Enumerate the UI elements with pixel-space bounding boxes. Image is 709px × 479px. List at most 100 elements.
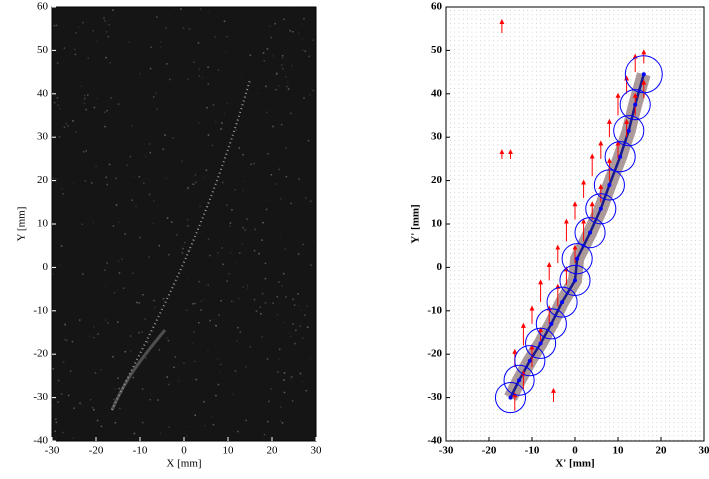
dot [493, 31, 494, 33]
dot [505, 27, 507, 29]
dot [544, 231, 546, 233]
dot [574, 57, 576, 59]
dot [544, 40, 546, 42]
dot [574, 370, 576, 372]
dot [518, 205, 520, 207]
dot [518, 352, 520, 354]
dot [557, 192, 559, 194]
dot [561, 348, 563, 350]
speck [286, 85, 288, 88]
dot [574, 435, 576, 437]
dot [613, 287, 615, 289]
dot [467, 305, 468, 306]
dot [617, 131, 619, 133]
dot [583, 361, 585, 363]
dot [505, 18, 507, 20]
dot [510, 213, 511, 215]
speck [138, 302, 141, 304]
dot [480, 135, 481, 137]
speck [249, 54, 252, 56]
dot [458, 174, 460, 176]
dot [570, 344, 572, 345]
dot [518, 135, 520, 137]
dot [617, 292, 619, 293]
dot [462, 170, 464, 172]
dot [450, 170, 451, 172]
dot [583, 417, 585, 419]
dot [561, 83, 563, 85]
dot [493, 83, 494, 85]
dot [561, 166, 563, 168]
dot [484, 244, 486, 246]
dot [609, 240, 610, 241]
dot [604, 148, 606, 150]
dot [527, 387, 529, 389]
dot [570, 135, 572, 137]
speck [284, 248, 286, 250]
dot [450, 274, 451, 276]
dot [493, 348, 494, 350]
speck [59, 108, 61, 110]
dot [462, 374, 464, 376]
dot [609, 274, 610, 276]
dot [493, 422, 494, 424]
dot [634, 144, 636, 146]
dot [527, 14, 529, 16]
dot [467, 331, 468, 332]
dot [458, 170, 460, 172]
dot [450, 218, 451, 220]
dot [613, 383, 615, 385]
dot [596, 383, 597, 385]
dot [630, 227, 632, 228]
dot [566, 62, 567, 63]
dot [531, 270, 533, 272]
dot [480, 344, 481, 345]
dot [566, 253, 567, 254]
dot [613, 148, 615, 150]
dot [501, 183, 503, 185]
dot [548, 396, 550, 398]
dot [501, 218, 503, 220]
dot [505, 157, 507, 159]
dot [450, 96, 451, 98]
dot [596, 31, 597, 33]
dot [540, 148, 542, 150]
dot [596, 27, 597, 29]
dot [493, 44, 494, 46]
dot [536, 70, 537, 72]
dot [634, 326, 636, 328]
dot [471, 179, 473, 181]
dot [600, 435, 602, 437]
dot [462, 378, 464, 380]
dot [591, 92, 593, 94]
dot [514, 296, 516, 298]
speck [104, 285, 106, 288]
speck [297, 252, 300, 255]
dot [591, 270, 593, 272]
dot [493, 344, 494, 345]
dot [561, 122, 563, 124]
dot [600, 49, 602, 50]
dot [497, 40, 499, 42]
dot [531, 109, 533, 111]
dot [544, 391, 546, 393]
dot [471, 18, 473, 20]
dot [617, 404, 619, 406]
speck [187, 187, 189, 189]
dot [523, 435, 524, 437]
dot [617, 287, 619, 289]
speck [304, 50, 307, 52]
dot [613, 426, 615, 428]
dot [548, 422, 550, 424]
dot [454, 114, 456, 115]
dot [505, 300, 507, 302]
dot [514, 370, 516, 372]
dot [587, 296, 589, 298]
dot [497, 357, 499, 358]
dot [548, 140, 550, 141]
dot [488, 205, 490, 207]
dot [505, 439, 507, 441]
dot [634, 170, 636, 172]
speck [289, 29, 291, 32]
dot [467, 370, 468, 372]
